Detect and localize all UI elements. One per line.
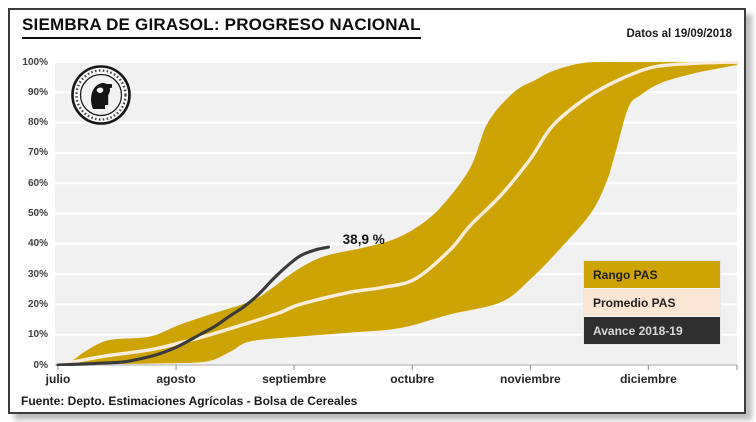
y-axis-label: 70% <box>10 146 48 159</box>
page-title: SIEMBRA DE GIRASOL: PROGRESO NACIONAL <box>22 15 421 39</box>
date-note: Datos al 19/09/2018 <box>627 28 733 40</box>
annotation-avance-value: 38,9 % <box>343 232 385 247</box>
y-axis-label: 0% <box>10 359 48 372</box>
y-axis-label: 80% <box>10 116 48 129</box>
y-axis-label: 60% <box>10 177 48 190</box>
x-axis-label: diciembre <box>603 372 693 386</box>
y-axis-label: 20% <box>10 298 48 311</box>
legend-item: Avance 2018-19 <box>584 317 720 344</box>
legend-item-label: Avance 2018-19 <box>593 324 683 338</box>
x-axis-label: septiembre <box>249 372 339 386</box>
y-axis-label: 90% <box>10 86 48 99</box>
y-axis-label: 30% <box>10 268 48 281</box>
legend: Rango PAS Promedio PAS Avance 2018-19 <box>583 260 721 345</box>
y-axis-label: 50% <box>10 207 48 220</box>
x-axis-label: agosto <box>131 372 221 386</box>
legend-item-label: Rango PAS <box>593 268 657 282</box>
figure-frame: SIEMBRA DE GIRASOL: PROGRESO NACIONAL Da… <box>8 8 746 414</box>
legend-item-label: Promedio PAS <box>593 296 675 310</box>
x-axis-label: noviembre <box>485 372 575 386</box>
y-axis-label: 40% <box>10 237 48 250</box>
page-canvas: { "header": { "title": "SIEMBRA DE GIRAS… <box>0 0 756 422</box>
x-axis-label: julio <box>13 372 103 386</box>
y-axis-label: 100% <box>10 56 48 69</box>
y-axis-label: 10% <box>10 328 48 341</box>
legend-item: Promedio PAS <box>584 289 720 317</box>
source-note: Fuente: Depto. Estimaciones Agrícolas - … <box>21 394 357 408</box>
bolsa-de-cereales-seal-icon <box>70 64 132 126</box>
x-axis-label: octubre <box>367 372 457 386</box>
legend-item: Rango PAS <box>584 261 720 289</box>
